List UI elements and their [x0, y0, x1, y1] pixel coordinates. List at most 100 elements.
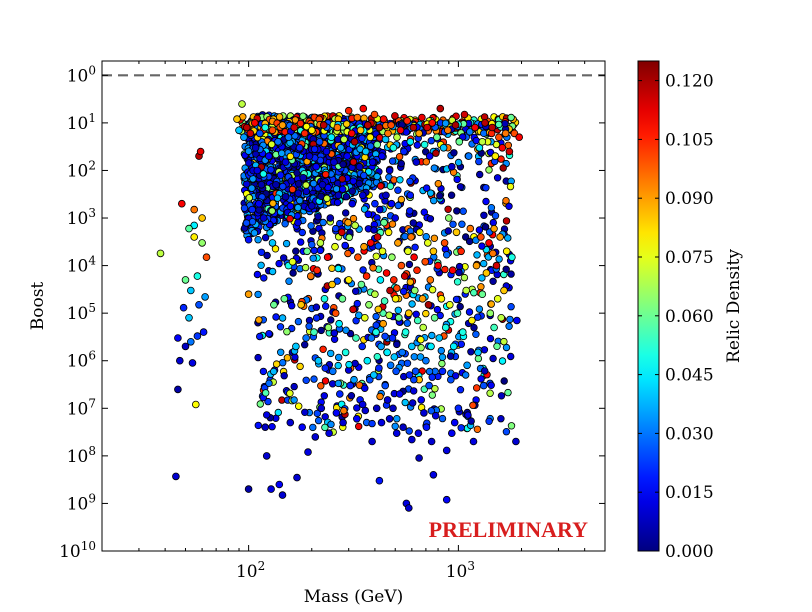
scatter-point-fill: [456, 302, 464, 311]
scatter-point-fill: [452, 295, 461, 304]
scatter-point: [392, 429, 401, 438]
scatter-point-fill: [267, 166, 275, 174]
y-tick-label: 105: [67, 301, 96, 324]
scatter-point: [390, 353, 399, 361]
scatter-point-fill: [242, 219, 251, 227]
scatter-point: [339, 418, 347, 427]
scatter-point-fill: [268, 140, 276, 148]
scatter-point: [340, 135, 348, 144]
scatter-point: [238, 100, 246, 108]
scatter-point: [358, 400, 367, 409]
scatter-point: [267, 485, 275, 493]
scatter-point-fill: [456, 386, 465, 394]
scatter-point-fill: [469, 401, 477, 409]
scatter-point-fill: [323, 194, 331, 203]
scatter-point-fill: [321, 423, 329, 432]
scatter-point: [322, 147, 331, 156]
scatter-point-fill: [377, 182, 385, 190]
scatter-point-fill: [396, 176, 404, 184]
scatter-point: [174, 334, 182, 342]
scatter-point: [423, 239, 432, 247]
scatter-point: [400, 272, 409, 280]
scatter-point: [411, 367, 420, 376]
scatter-point-fill: [504, 234, 512, 242]
scatter-point: [413, 316, 422, 325]
scatter-point-fill: [349, 177, 357, 185]
scatter-point-fill: [374, 242, 382, 250]
y-tick-label: 102: [67, 158, 96, 181]
scatter-point: [257, 181, 266, 189]
scatter-point-fill: [504, 388, 512, 397]
scatter-point-fill: [342, 192, 351, 201]
y-tick-label: 106: [67, 349, 96, 372]
scatter-point: [385, 166, 394, 175]
scatter-point-cloud: [236, 111, 520, 436]
scatter-point: [374, 305, 383, 314]
scatter-point: [324, 323, 333, 332]
scatter-point: [407, 342, 416, 351]
scatter-point: [369, 371, 378, 379]
scatter-point: [508, 253, 516, 262]
scatter-point-fill: [505, 202, 513, 210]
scatter-point-fill: [438, 414, 447, 423]
scatter-point: [478, 290, 487, 299]
scatter-point: [429, 470, 438, 479]
scatter-point-fill: [399, 287, 408, 296]
scatter-point-fill: [460, 273, 469, 282]
colorbar-tick-label: 0.075: [665, 248, 714, 268]
scatter-point: [349, 305, 357, 314]
scatter-point: [500, 286, 508, 295]
scatter-point-fill: [437, 346, 445, 355]
scatter-point-fill: [422, 309, 430, 318]
scatter-point-fill: [276, 323, 285, 331]
colorbar: 0.000 0.015 0.030 0.045 0.060 0.075 0.090 0.105…: [637, 60, 744, 562]
scatter-point: [415, 228, 424, 237]
scatter-point-fill: [430, 196, 438, 205]
scatter-point: [335, 390, 344, 398]
scatter-point-fill: [506, 182, 515, 191]
scatter-plot-area: [102, 74, 605, 512]
scatter-point-fill: [256, 400, 264, 408]
scatter-point: [443, 126, 452, 135]
scatter-point-fill: [333, 277, 341, 285]
scatter-point: [357, 280, 366, 289]
scatter-point: [336, 144, 345, 152]
scatter-point: [313, 266, 321, 275]
scatter-point-fill: [449, 220, 457, 228]
scatter-point: [479, 381, 488, 390]
scatter-point: [196, 147, 205, 156]
scatter-point: [377, 418, 386, 427]
y-axis-label: Boost: [28, 282, 48, 331]
scatter-point: [172, 472, 180, 481]
scatter-point-fill: [320, 392, 328, 400]
scatter-point-fill: [291, 353, 299, 361]
scatter-point: [255, 199, 263, 208]
scatter-point-fill: [410, 353, 418, 361]
plot-frame: [101, 60, 606, 552]
scatter-point-fill: [427, 407, 435, 415]
scatter-point: [478, 138, 487, 146]
scatter-point-fill: [473, 425, 482, 433]
colorbar-label: Relic Density: [724, 249, 744, 363]
scatter-point-fill: [472, 136, 480, 145]
scatter-point: [280, 294, 289, 303]
scatter-point-fill: [288, 302, 296, 310]
scatter-point-fill: [299, 112, 307, 120]
scatter-point: [424, 300, 433, 309]
scatter-point-fill: [370, 226, 378, 234]
scatter-point-fill: [360, 171, 368, 180]
scatter-point: [453, 309, 462, 318]
scatter-point: [454, 404, 463, 413]
scatter-point: [482, 269, 491, 277]
scatter-point-fill: [453, 278, 462, 286]
scatter-point: [193, 272, 202, 280]
scatter-point-fill: [265, 379, 273, 387]
scatter-point-fill: [466, 128, 474, 136]
scatter-point: [474, 348, 482, 357]
scatter-point-fill: [285, 277, 293, 285]
scatter-point-fill: [411, 243, 419, 251]
scatter-point-fill: [464, 411, 472, 419]
preliminary-annotation: PRELIMINARY: [429, 517, 588, 542]
scatter-point-fill: [474, 313, 482, 321]
scatter-point-fill: [322, 170, 330, 179]
